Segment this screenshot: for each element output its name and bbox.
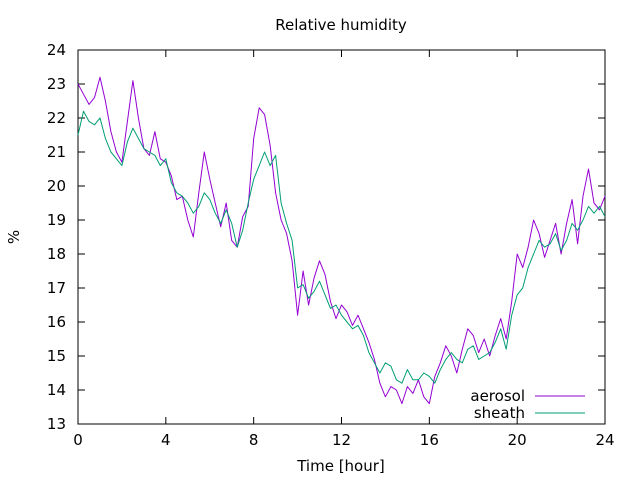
y-tick-label-7: 20 — [47, 177, 66, 195]
y-axis-label: % — [5, 230, 23, 244]
y-tick-label-10: 23 — [47, 75, 66, 93]
plot-frame — [77, 49, 606, 425]
series-line-sheath — [77, 110, 606, 384]
legend-label-sheath: sheath — [474, 404, 525, 422]
x-tick-label-4: 16 — [420, 431, 439, 449]
y-tick-label-5: 18 — [47, 245, 66, 263]
chart-title: Relative humidity — [275, 16, 407, 34]
y-tick-label-2: 15 — [47, 347, 66, 365]
x-tick-label-5: 20 — [508, 431, 527, 449]
series-lines — [77, 76, 606, 405]
x-axis-label: Time [hour] — [296, 457, 385, 475]
y-tick-label-9: 22 — [47, 109, 66, 127]
y-tick-label-0: 13 — [47, 415, 66, 433]
y-tick-label-1: 14 — [47, 381, 66, 399]
x-tick-label-3: 12 — [332, 431, 351, 449]
x-tick-label-6: 24 — [595, 431, 614, 449]
legend: aerosol sheath — [470, 387, 585, 422]
y-tick-label-3: 16 — [47, 313, 66, 331]
x-tick-label-1: 4 — [161, 431, 171, 449]
y-tick-label-6: 19 — [47, 211, 66, 229]
series-line-aerosol — [77, 76, 606, 405]
y-tick-label-8: 21 — [47, 143, 66, 161]
legend-label-aerosol: aerosol — [470, 387, 525, 405]
y-tick-label-4: 17 — [47, 279, 66, 297]
axis-ticks — [77, 49, 606, 425]
x-tick-label-0: 0 — [73, 431, 83, 449]
y-tick-label-11: 24 — [47, 41, 66, 59]
x-tick-label-2: 8 — [249, 431, 259, 449]
axis-tick-labels: 0 4 8 12 16 20 24 13 14 15 16 17 18 19 20 21 22 23 24 — [47, 41, 615, 449]
